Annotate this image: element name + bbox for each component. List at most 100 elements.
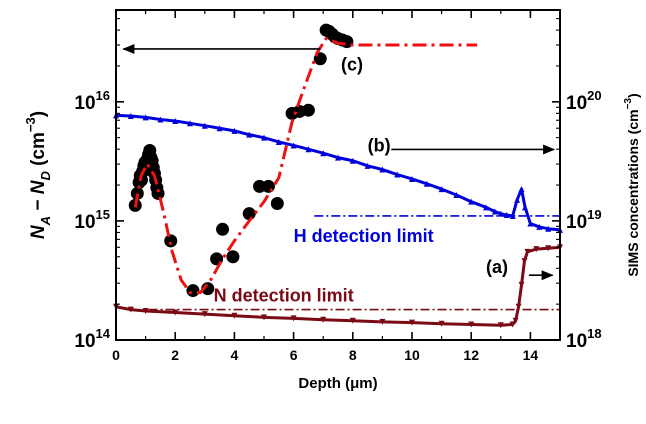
data-point-b-1	[127, 113, 134, 120]
data-point-c-26	[253, 179, 267, 193]
data-point-b-35	[545, 225, 552, 232]
data-point-b-22	[438, 186, 445, 193]
x-tick-label-2: 4	[231, 347, 239, 363]
x-tick-label-1: 2	[171, 347, 179, 363]
data-point-c-31	[301, 103, 315, 117]
y-left-tick-label-1-base: 10	[74, 212, 95, 233]
data-point-b-11	[275, 138, 282, 145]
arrow-a-head	[541, 270, 554, 281]
data-point-a-22	[545, 245, 552, 252]
x-tick-label-3: 6	[290, 347, 298, 363]
y-right-tick-label-2-exponent: 20	[587, 88, 601, 103]
data-point-b-6	[201, 122, 208, 129]
data-point-b-30	[514, 196, 521, 203]
data-point-c-28	[270, 196, 284, 210]
y-left-title-part-5: (cm	[28, 132, 49, 171]
data-point-a-6	[261, 314, 267, 321]
y-left-axis-title: NA − ND (cm−3)	[23, 111, 53, 239]
x-tick-label-6: 12	[463, 347, 479, 363]
y-right-tick-label-0-exponent: 18	[587, 326, 601, 341]
data-point-b-21	[423, 180, 430, 187]
annotation-a: (a)	[486, 257, 508, 277]
data-point-b-5	[187, 120, 193, 127]
data-point-a-10	[379, 318, 386, 325]
y-left-tick-label-0-exponent: 14	[96, 326, 111, 341]
data-point-a-8	[320, 316, 327, 323]
arrow-b-head	[543, 144, 556, 155]
x-tick-label-7: 14	[523, 347, 539, 363]
data-point-a-20	[524, 248, 531, 255]
data-point-b-16	[349, 157, 356, 164]
y-left-title-part-4: D	[38, 171, 53, 181]
data-point-a-13	[468, 321, 475, 328]
data-point-b-4	[172, 117, 179, 124]
data-point-b-28	[503, 212, 510, 219]
data-point-b-32	[522, 204, 529, 211]
data-point-a-17	[515, 303, 522, 310]
n-limit-label: N detection limit	[214, 286, 354, 306]
data-point-b-14	[320, 150, 327, 157]
y-left-tick-label-1: 1015	[74, 207, 110, 233]
data-point-a-3	[172, 309, 179, 316]
x-tick-label-5: 10	[404, 347, 420, 363]
y-left-tick-label-1-exponent: 15	[96, 207, 110, 222]
y-right-title-part-0: SIMS concentrations (cm	[625, 109, 641, 276]
data-point-c-25	[242, 207, 256, 221]
annotation-b: (b)	[368, 135, 391, 155]
data-point-b-25	[483, 204, 489, 211]
x-tick-label-0: 0	[112, 347, 120, 363]
data-point-a-5	[231, 312, 238, 319]
fit-line-c	[133, 37, 478, 295]
data-point-a-18	[518, 281, 525, 288]
data-point-a-14	[497, 322, 504, 329]
data-layer	[113, 23, 563, 329]
plot-frame	[115, 9, 561, 341]
y-right-tick-label-1-exponent: 19	[587, 207, 601, 222]
y-right-title-part-2: )	[625, 93, 641, 98]
data-point-b-20	[409, 175, 415, 182]
data-point-b-3	[157, 116, 164, 123]
y-right-tick-label-1-base: 10	[566, 212, 587, 233]
data-point-b-10	[261, 134, 267, 141]
data-point-c-23	[216, 222, 230, 236]
data-point-b-27	[497, 210, 504, 217]
data-point-b-9	[246, 131, 253, 138]
data-point-a-12	[438, 320, 445, 327]
y-right-tick-label-0-base: 10	[566, 331, 587, 352]
h-limit-label: H detection limit	[294, 226, 434, 246]
data-point-a-9	[349, 317, 356, 324]
y-right-tick-label-2: 1020	[566, 88, 602, 114]
x-tick-label-4: 8	[349, 347, 357, 363]
y-right-tick-label-0: 1018	[566, 326, 602, 352]
y-left-tick-label-2-base: 10	[74, 93, 95, 114]
data-point-a-11	[409, 319, 415, 326]
data-point-b-13	[305, 146, 312, 153]
data-point-b-31	[518, 186, 525, 193]
data-point-b-34	[536, 223, 543, 230]
y-left-title-part-3: N	[28, 179, 49, 194]
data-point-b-23	[453, 192, 460, 199]
data-point-a-7	[290, 315, 297, 322]
x-axis-title: Depth (μm)	[298, 375, 377, 392]
data-point-c-18	[151, 186, 165, 200]
data-point-b-33	[527, 220, 534, 227]
data-point-b-7	[216, 125, 223, 132]
data-point-b-17	[364, 162, 371, 169]
data-point-a-1	[127, 306, 134, 313]
y-left-title-part-0: N	[28, 224, 49, 239]
data-point-a-15	[509, 321, 516, 328]
y-left-title-part-1: A	[38, 216, 53, 226]
y-right-tick-label-2-base: 10	[566, 93, 587, 114]
axes-layer	[115, 9, 561, 341]
data-point-c-20	[186, 284, 200, 298]
y-left-tick-label-2: 1016	[74, 88, 110, 114]
y-left-tick-label-2-exponent: 16	[96, 88, 110, 103]
data-point-b-29	[509, 212, 516, 219]
text-layer: 0 2 4 6 8 10 12 14101410151016101810191020Depth…	[23, 43, 641, 392]
y-left-title-part-7: )	[28, 111, 49, 117]
data-point-a-16	[512, 317, 519, 324]
data-point-a-4	[201, 311, 208, 318]
data-point-b-2	[142, 114, 149, 121]
y-left-tick-label-0-base: 10	[74, 331, 95, 352]
